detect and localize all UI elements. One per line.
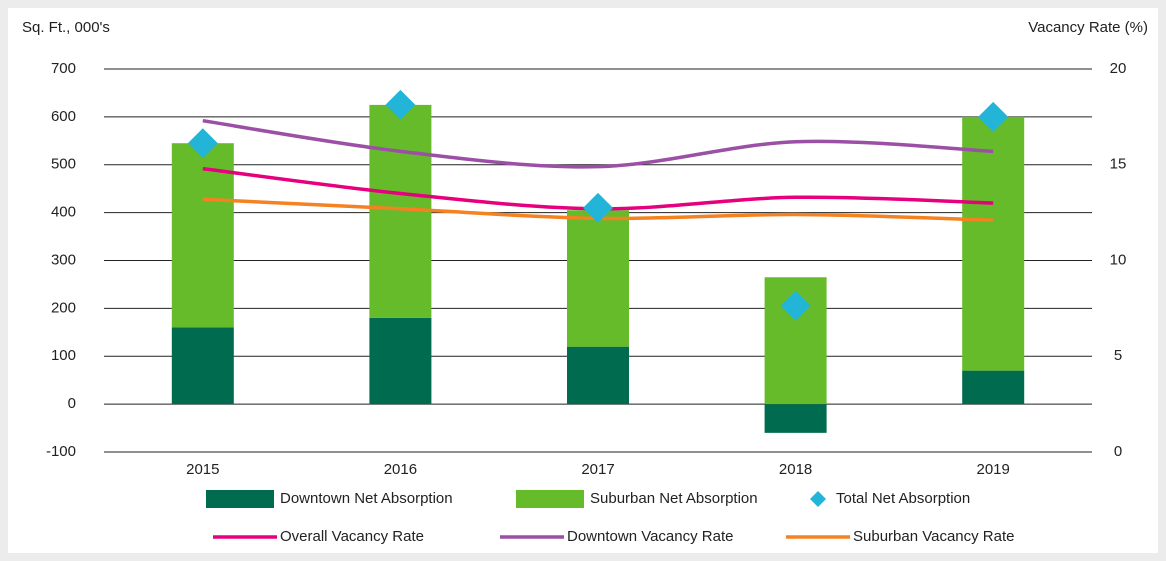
diamond-marker: [780, 290, 811, 321]
y-tick-label: 100: [51, 347, 76, 364]
y2-tick-label: 0: [1114, 443, 1122, 460]
bar: [369, 317, 432, 405]
legend-label: Suburban Net Absorption: [590, 490, 758, 507]
legend-label: Overall Vacancy Rate: [280, 528, 424, 545]
y-tick-label: 0: [68, 395, 76, 412]
y-tick-label: 400: [51, 204, 76, 221]
legend-label: Total Net Absorption: [836, 490, 970, 507]
x-tick-label: 2015: [186, 461, 219, 478]
x-tick-label: 2019: [977, 461, 1010, 478]
bar: [962, 116, 1025, 371]
y2-tick-label: 20: [1110, 60, 1127, 77]
y2-tick-label: 5: [1114, 347, 1122, 364]
x-tick-label: 2017: [581, 461, 614, 478]
diamond-marker: [583, 192, 613, 223]
bar: [567, 210, 629, 347]
legend-label: Downtown Vacancy Rate: [567, 528, 733, 545]
x-tick-label: 2018: [779, 461, 812, 478]
y-tick-label: 700: [51, 60, 76, 77]
legend-swatch: [810, 491, 826, 507]
y-tick-label: 600: [51, 108, 76, 125]
y-tick-label: 200: [51, 299, 76, 316]
bar: [962, 370, 1025, 405]
bar: [171, 143, 234, 328]
legend-swatch: [206, 490, 274, 508]
legend-label: Suburban Vacancy Rate: [853, 528, 1015, 545]
diamond-marker: [978, 101, 1009, 132]
diamond-marker: [385, 89, 416, 120]
diamond-marker: [187, 128, 218, 159]
x-tick-label: 2016: [384, 461, 417, 478]
y2-tick-label: 10: [1110, 251, 1127, 268]
y-tick-label: 300: [51, 251, 76, 268]
line: [202, 118, 994, 169]
bar: [567, 346, 629, 405]
y2-tick-label: 15: [1110, 156, 1127, 173]
y2-axis-label: Vacancy Rate (%): [1028, 19, 1148, 36]
legend-swatch: [516, 490, 584, 508]
y-tick-label: 500: [51, 156, 76, 173]
y-axis-label: Sq. Ft., 000's: [22, 19, 110, 36]
bar: [764, 404, 827, 433]
legend-label: Downtown Net Absorption: [280, 490, 453, 507]
bar: [171, 327, 234, 405]
y-tick-label: -100: [46, 443, 76, 460]
